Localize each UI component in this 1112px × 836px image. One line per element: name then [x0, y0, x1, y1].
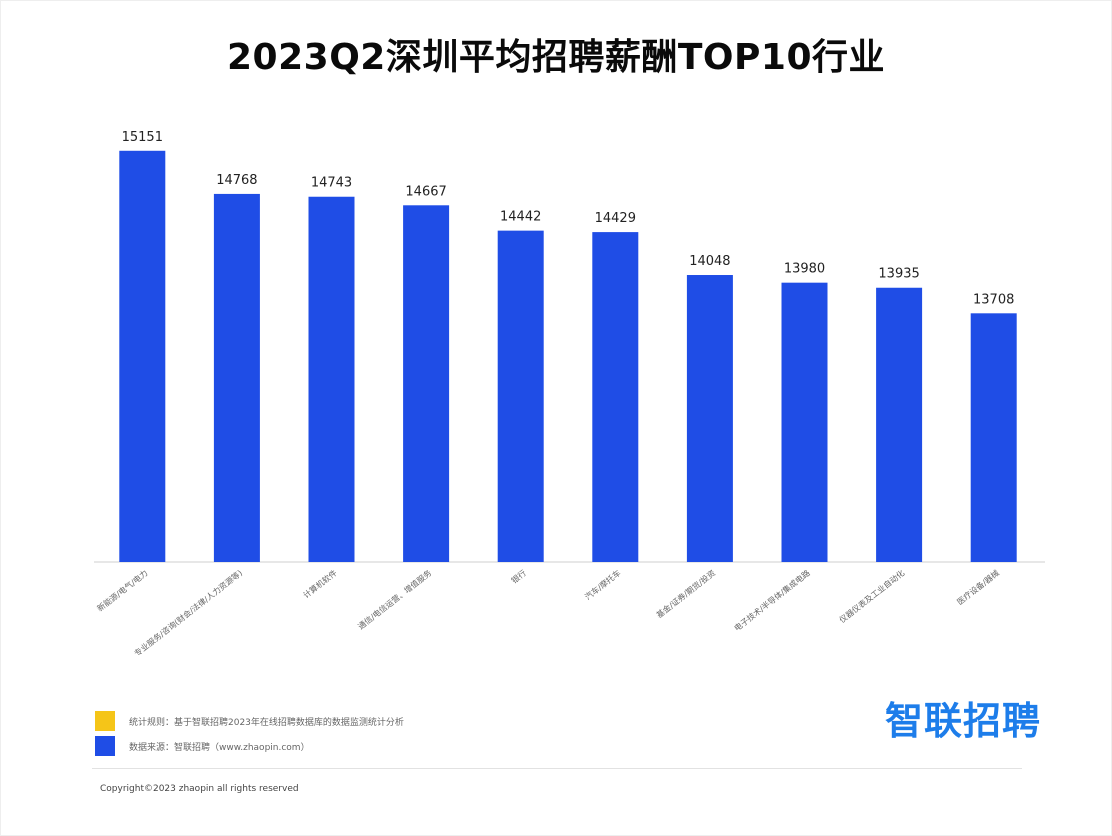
bar-3 [308, 196, 355, 563]
category-label-8: 电子技术/半导体/集成电路 [732, 568, 812, 633]
bar-chart: 15151 14768 14743 14667 14442 14429 14048 13980… [94, 130, 1045, 659]
bar-1 [119, 150, 166, 562]
category-label-7: 基金/证券/期货/投资 [654, 568, 717, 620]
bar-value-label-1: 15151 [122, 130, 163, 145]
bar-value-label-9: 13935 [878, 267, 919, 282]
legend-item-rule: 统计规则：基于智联招聘2023年在线招聘数据库的数据监测统计分析 [95, 711, 404, 731]
chart-title: 2023Q2深圳平均招聘薪酬TOP10行业 [227, 37, 885, 78]
zhaopin-logo: 智联招聘 [885, 699, 1042, 743]
bar-8 [781, 282, 828, 562]
bar-value-label-5: 14442 [500, 210, 541, 225]
legend-text-rule: 统计规则：基于智联招聘2023年在线招聘数据库的数据监测统计分析 [129, 717, 404, 728]
bar-value-label-6: 14429 [595, 211, 636, 226]
bar-6 [592, 232, 639, 562]
bar-9 [876, 287, 923, 562]
category-label-9: 仪器仪表及工业自动化 [837, 568, 906, 625]
bar-value-label-3: 14743 [311, 176, 352, 191]
bar-value-label-10: 13708 [973, 292, 1014, 307]
category-label-2: 专业服务/咨询(财会/法律/人力资源等) [132, 568, 244, 659]
bar-4 [403, 205, 450, 563]
category-label-1: 新能源/电气/电力 [95, 568, 150, 614]
bar-2 [213, 193, 260, 563]
category-label-4: 通信/电信运营、增值服务 [356, 568, 434, 632]
legend-item-source: 数据来源：智联招聘（www.zhaopin.com） [95, 736, 310, 756]
category-label-6: 汽车/摩托车 [583, 568, 623, 602]
value-labels-group: 15151 14768 14743 14667 14442 14429 14048 13980… [122, 130, 1015, 308]
bar-10 [970, 313, 1017, 562]
copyright-text: Copyright©2023 zhaopin all rights reserv… [100, 784, 299, 794]
bar-5 [497, 230, 544, 563]
legend-text-source: 数据来源：智联招聘（www.zhaopin.com） [129, 742, 310, 753]
category-label-3: 计算机软件 [301, 568, 339, 601]
bar-value-label-2: 14768 [216, 173, 257, 188]
legend-swatch-yellow [95, 711, 115, 731]
bar-value-label-7: 14048 [689, 254, 730, 269]
bar-7 [686, 275, 733, 562]
bar-value-label-4: 14667 [405, 184, 446, 199]
bars-group [119, 150, 1017, 563]
legend-swatch-blue [95, 736, 115, 756]
bar-value-label-8: 13980 [784, 262, 825, 277]
footer-divider [92, 768, 1022, 769]
category-label-10: 医疗设备/器械 [955, 568, 1001, 607]
category-label-5: 银行 [509, 568, 528, 586]
